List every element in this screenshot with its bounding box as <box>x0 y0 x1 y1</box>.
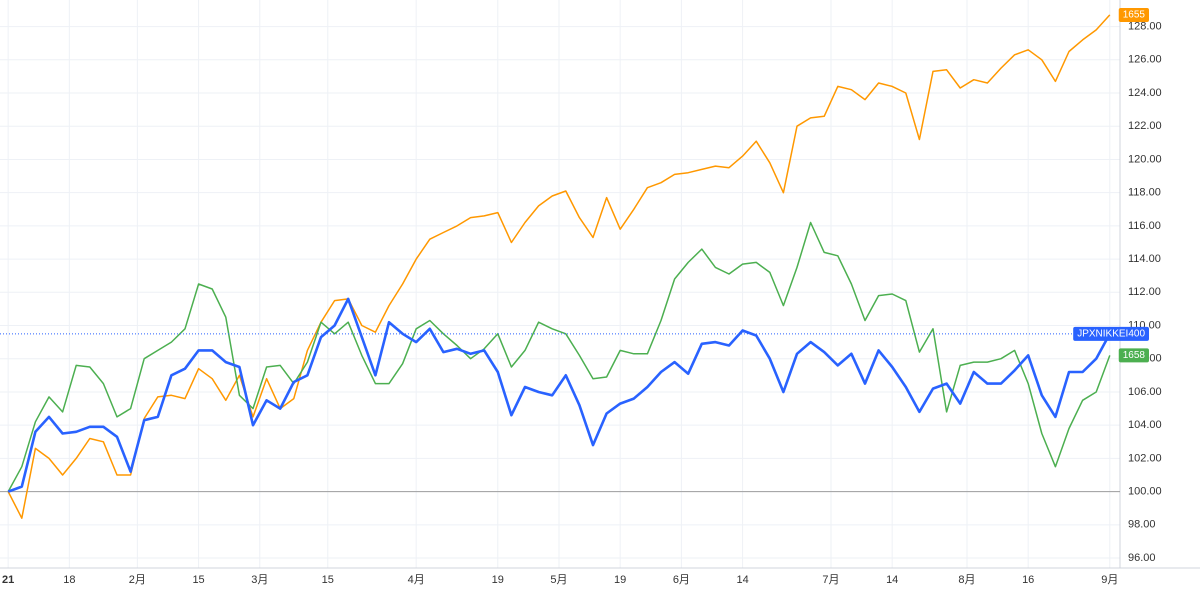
x-tick-label: 19 <box>614 574 626 586</box>
x-tick-label: 16 <box>1022 574 1034 586</box>
x-tick-label: 7月 <box>822 574 839 586</box>
series-line <box>7 14 1111 519</box>
y-tick-label: 124.00 <box>1128 87 1162 99</box>
series-line <box>7 297 1111 493</box>
y-tick-label: 116.00 <box>1128 220 1161 232</box>
y-tick-label: 100.00 <box>1128 486 1162 498</box>
series-line <box>7 221 1111 492</box>
y-tick-label: 106.00 <box>1128 386 1162 398</box>
y-tick-label: 122.00 <box>1128 120 1162 132</box>
y-tick-label: 104.00 <box>1128 419 1162 431</box>
x-tick-label: 15 <box>192 574 204 586</box>
y-tick-label: 118.00 <box>1128 187 1161 199</box>
x-tick-label: 18 <box>63 574 75 586</box>
series-label-box <box>1118 7 1149 22</box>
x-tick-label: 4月 <box>408 574 425 586</box>
x-tick-label: 19 <box>492 574 504 586</box>
y-tick-label: 128.00 <box>1128 20 1162 32</box>
x-tick-label: 14 <box>886 574 898 586</box>
y-tick-label: 96.00 <box>1128 552 1156 564</box>
y-tick-label: 112.00 <box>1128 286 1161 298</box>
series-label-text: 1658 <box>1123 350 1146 361</box>
x-tick-label: 14 <box>736 574 748 586</box>
y-tick-label: 102.00 <box>1128 452 1162 464</box>
y-tick-label: 126.00 <box>1128 54 1162 66</box>
series-label: 1658 <box>1118 348 1149 363</box>
x-tick-label: 8月 <box>958 574 975 586</box>
series-label-text: 1655 <box>1123 10 1146 21</box>
series-label-text: JPXNIKKEI400 <box>1077 328 1145 339</box>
x-tick-label: 9月 <box>1101 574 1118 586</box>
y-tick-label: 114.00 <box>1128 253 1161 265</box>
x-tick-label: 3月 <box>251 574 268 586</box>
y-tick-label: 120.00 <box>1128 153 1162 165</box>
x-tick-label: 6月 <box>673 574 690 586</box>
series-label-box <box>1073 326 1149 341</box>
y-tick-label: 98.00 <box>1128 519 1156 531</box>
x-tick-label: 21 <box>2 574 14 586</box>
x-tick-label: 5月 <box>550 574 567 586</box>
x-tick-label: 15 <box>322 574 334 586</box>
x-tick-label: 2月 <box>129 574 146 586</box>
series-label: JPXNIKKEI400 <box>1073 326 1149 341</box>
series-label: 1655 <box>1118 7 1149 22</box>
series-label-box <box>1118 348 1149 363</box>
